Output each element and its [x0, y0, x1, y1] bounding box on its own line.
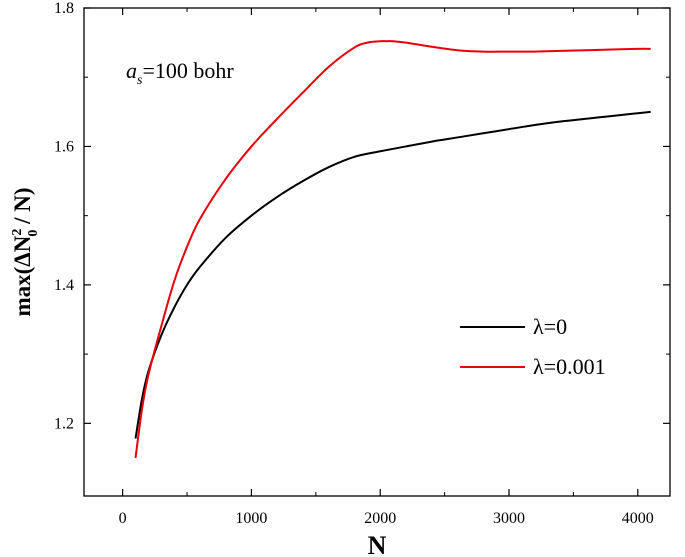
x-tick-label-4000: 4000: [622, 510, 654, 527]
x-tick-label-0: 0: [119, 510, 127, 527]
series-layer: [134, 40, 651, 459]
annotation-rest: =100 bohr: [142, 58, 234, 83]
x-tick-label-2000: 2000: [364, 510, 396, 527]
legend-label-lambda-0001: λ=0.001: [533, 354, 606, 379]
x-axis-title: N: [368, 531, 387, 557]
y-axis-title-suffix: / N): [10, 187, 35, 229]
x-axis-ticks: 0 1000 2000 3000 4000: [119, 8, 654, 527]
y-axis-ticks: 1.2 1.4 1.6 1.8: [54, 0, 670, 432]
y-tick-label-1.4: 1.4: [54, 277, 74, 294]
annotation-var: a: [126, 58, 137, 83]
x-tick-label-1000: 1000: [235, 510, 267, 527]
y-axis-title-prefix: max(ΔN: [10, 235, 35, 316]
plot-frame: [83, 7, 671, 497]
y-axis-title: max(ΔN20 / N): [10, 187, 41, 316]
y-axis-title-sub: 0: [26, 230, 41, 237]
legend: λ=0 λ=0.001: [460, 314, 606, 379]
series-line-0: [134, 110, 651, 439]
y-tick-label-1.2: 1.2: [54, 415, 74, 432]
legend-label-lambda-0: λ=0: [533, 314, 567, 339]
y-tick-label-1.6: 1.6: [54, 138, 74, 155]
y-axis-title-sup: 2: [10, 229, 25, 236]
annotation-sub: s: [137, 73, 143, 88]
annotation-scattering-length: as=100 bohr: [126, 58, 234, 88]
series-line-1: [134, 40, 651, 459]
x-tick-label-3000: 3000: [493, 510, 525, 527]
y-tick-label-1.8: 1.8: [54, 0, 74, 17]
